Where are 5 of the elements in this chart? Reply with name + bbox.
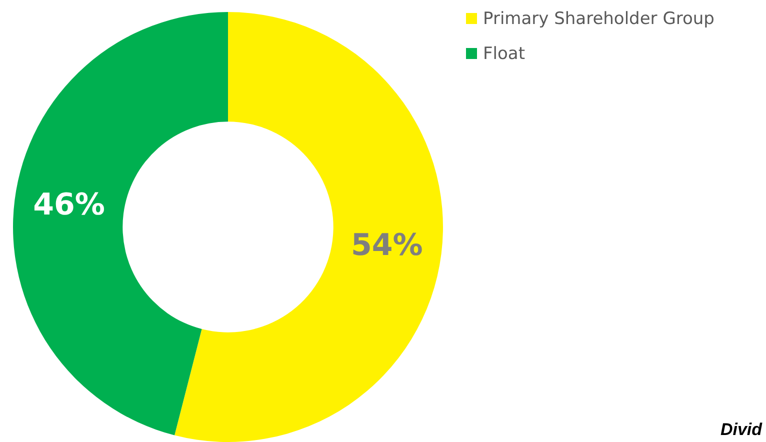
legend-label: Float xyxy=(483,44,525,64)
data-label: 46% xyxy=(33,188,105,223)
text: Divid xyxy=(720,420,762,440)
data-label: 54% xyxy=(351,228,423,263)
legend-label: Primary Shareholder Group xyxy=(483,8,714,28)
